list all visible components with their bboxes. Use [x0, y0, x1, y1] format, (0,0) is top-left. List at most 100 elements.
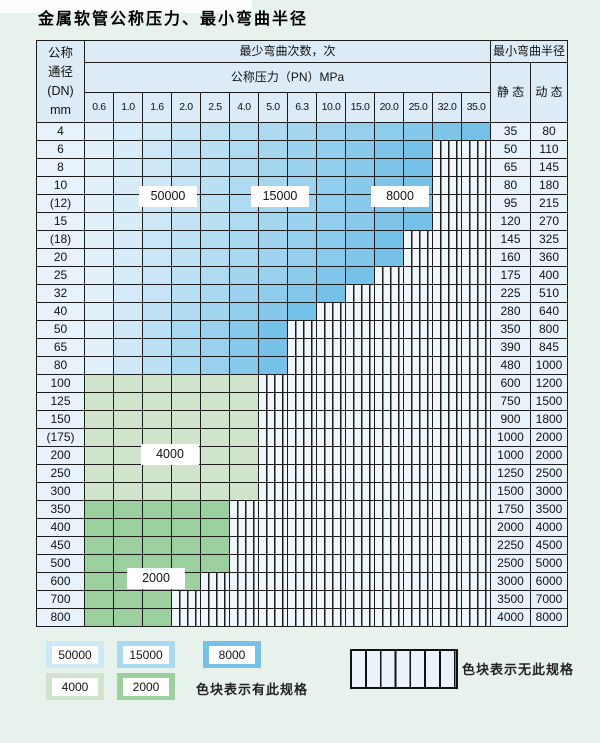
- static-radius-cell: 35: [490, 122, 531, 141]
- spec-cell: [84, 338, 114, 357]
- spec-cell: [171, 302, 201, 321]
- no-spec-cell: [403, 554, 433, 573]
- table-row-dn-18: (18) 145 325: [36, 230, 568, 249]
- static-radius-cell: 80: [490, 176, 531, 195]
- dynamic-radius-cell: 7000: [530, 590, 568, 609]
- no-spec-cell: [461, 212, 491, 231]
- no-spec-cell: [258, 410, 288, 429]
- spec-cell: [374, 158, 404, 177]
- spec-cell: [229, 392, 259, 411]
- no-spec-cell: [432, 230, 462, 249]
- spec-cell: [171, 248, 201, 267]
- dn-cell: (175): [36, 428, 85, 447]
- pressure-tick: 10.0: [316, 92, 346, 123]
- no-spec-cell: [403, 572, 433, 591]
- dynamic-radius-cell: 1000: [530, 356, 568, 375]
- no-spec-cell: [316, 356, 346, 375]
- no-spec-cell: [374, 554, 404, 573]
- no-spec-cell: [316, 536, 346, 555]
- spec-cell: [403, 122, 433, 141]
- no-spec-cell: [229, 518, 259, 537]
- no-spec-cell: [287, 608, 317, 627]
- spec-cell: [84, 194, 114, 213]
- table-row-dn-125: 125 750 1500: [36, 392, 568, 411]
- spec-cell: [316, 230, 346, 249]
- spec-cell: [113, 320, 143, 339]
- spec-cell: [200, 302, 230, 321]
- spec-cell: [84, 320, 114, 339]
- no-spec-cell: [229, 590, 259, 609]
- no-spec-cell: [403, 590, 433, 609]
- spec-cell: [113, 410, 143, 429]
- spec-cell: [258, 284, 288, 303]
- dynamic-radius-cell: 6000: [530, 572, 568, 591]
- legend-swatch-2000: 2000: [117, 673, 175, 700]
- static-radius-cell: 1500: [490, 482, 531, 501]
- spec-cell: [229, 338, 259, 357]
- spec-cell: [142, 356, 172, 375]
- no-spec-cell: [432, 284, 462, 303]
- no-spec-cell: [403, 248, 433, 267]
- pressure-tick: 35.0: [461, 92, 491, 123]
- no-spec-cell: [461, 176, 491, 195]
- dynamic-radius-cell: 8000: [530, 608, 568, 627]
- no-spec-cell: [461, 248, 491, 267]
- dynamic-radius-cell: 1500: [530, 392, 568, 411]
- no-spec-cell: [287, 374, 317, 393]
- spec-cell: [113, 356, 143, 375]
- spec-cell: [171, 320, 201, 339]
- no-spec-cell: [316, 554, 346, 573]
- spec-cell: [142, 500, 172, 519]
- dn-cell: 400: [36, 518, 85, 537]
- static-header: 静 态: [490, 62, 531, 123]
- spec-cell: [200, 140, 230, 159]
- no-spec-cell: [287, 464, 317, 483]
- spec-cell: [374, 230, 404, 249]
- no-spec-cell: [316, 446, 346, 465]
- spec-cell: [84, 230, 114, 249]
- table-row-dn-6: 6 50 110: [36, 140, 568, 159]
- no-spec-cell: [461, 464, 491, 483]
- static-radius-cell: 120: [490, 212, 531, 231]
- spec-cell: [229, 284, 259, 303]
- spec-cell: [113, 374, 143, 393]
- no-spec-cell: [345, 464, 375, 483]
- spec-cell: [142, 158, 172, 177]
- no-spec-cell: [316, 518, 346, 537]
- spec-cell: [345, 230, 375, 249]
- spec-cell: [200, 194, 230, 213]
- spec-cell: [200, 356, 230, 375]
- no-spec-cell: [461, 392, 491, 411]
- no-spec-cell: [461, 158, 491, 177]
- spec-cell: [345, 212, 375, 231]
- table-row-dn-32: 32 225 510: [36, 284, 568, 303]
- dn-cell: 6: [36, 140, 85, 159]
- spec-cell: [142, 338, 172, 357]
- no-spec-cell: [345, 338, 375, 357]
- dynamic-radius-cell: 640: [530, 302, 568, 321]
- no-spec-cell: [461, 140, 491, 159]
- spec-cell: [142, 284, 172, 303]
- spec-cell: [171, 536, 201, 555]
- spec-cell: [113, 284, 143, 303]
- table-row-dn-50: 50 350 800: [36, 320, 568, 339]
- spec-cell: [113, 338, 143, 357]
- spec-cell: [200, 536, 230, 555]
- spec-cell: [113, 194, 143, 213]
- spec-cell: [142, 464, 172, 483]
- spec-cell: [316, 248, 346, 267]
- table-row-dn-250: 250 1250 2500: [36, 464, 568, 483]
- static-radius-cell: 160: [490, 248, 531, 267]
- no-spec-cell: [258, 500, 288, 519]
- pressure-tick: 0.6: [84, 92, 114, 123]
- spec-cell: [258, 140, 288, 159]
- spec-cell: [200, 230, 230, 249]
- no-spec-cell: [403, 428, 433, 447]
- spec-cell: [113, 302, 143, 321]
- spec-cell: [84, 590, 114, 609]
- no-spec-cell: [374, 392, 404, 411]
- spec-cell: [200, 554, 230, 573]
- spec-cell: [287, 140, 317, 159]
- no-spec-cell: [374, 572, 404, 591]
- table-row-dn-150: 150 900 1800: [36, 410, 568, 429]
